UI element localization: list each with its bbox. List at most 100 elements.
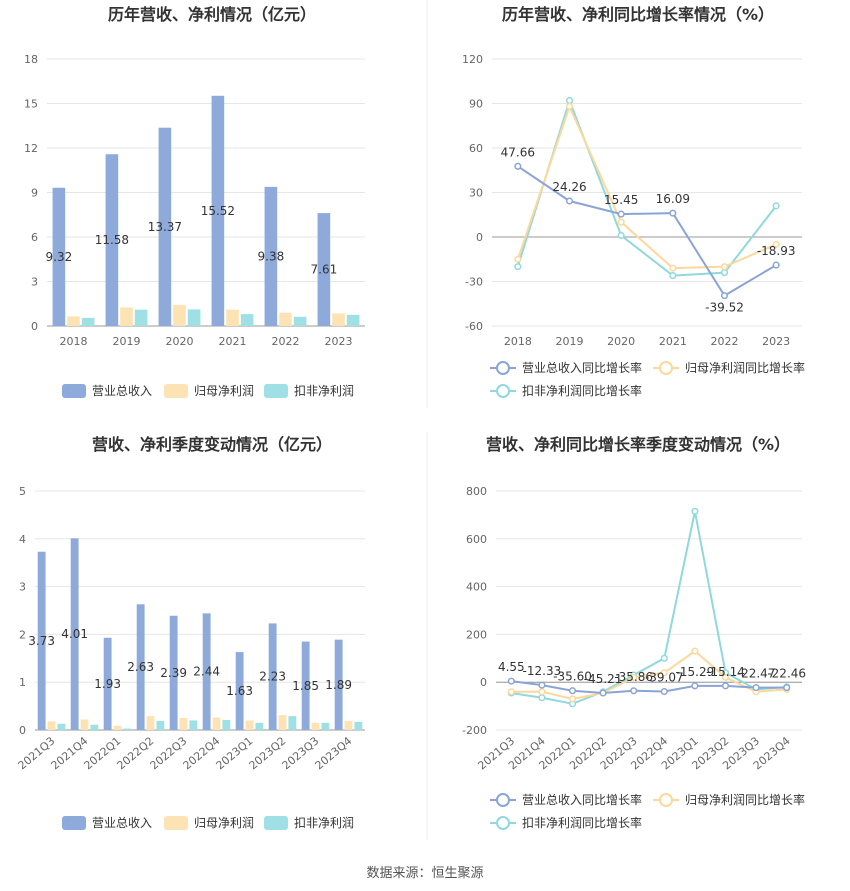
line-data-label: -12.33 [523,664,562,678]
y-tick-label: 2 [19,628,26,641]
legend-marker [496,793,510,807]
line-data-label: -35.60 [553,670,592,684]
line-data-label: -18.93 [757,244,796,258]
chart-annual-growth: 历年营收、净利同比增长率情况（%） -60 -30 0 30 60 90 120 2018 201… [462,5,805,398]
chart-title: 营收、净利同比增长率季度变动情况（%） [486,435,790,454]
y-tick-label: 6 [31,231,38,244]
bar-revenue [211,95,225,326]
bar-net-profit [245,720,254,730]
bar-revenue [52,187,66,326]
legend-marker [496,384,510,398]
line-data-label: -15.14 [706,665,745,679]
data-point [772,240,780,248]
bar-deducted-profit [90,724,99,730]
bar-data-label: 2.44 [193,665,220,679]
series-line-2 [516,97,777,277]
bar-deducted-profit [81,317,95,326]
legend-label: 营业总收入同比增长率 [522,792,642,807]
y-tick-label: 30 [469,187,483,200]
data-point [691,682,699,690]
y-tick-label: 400 [466,581,487,594]
bar-deducted-profit [123,728,132,730]
legend-label: 归母净利润同比增长率 [685,792,805,807]
y-tick-label: 120 [462,53,483,66]
series-line-1 [516,103,777,270]
line-data-label: -22.46 [767,667,806,681]
bar-data-label: 15.52 [201,204,235,218]
series-line-2 [511,511,787,705]
bar-deducted-profit [187,309,201,326]
bar-data-label: 1.89 [325,678,352,692]
y-tick-label: 9 [31,187,38,200]
legend-marker [496,816,510,830]
data-point [669,209,677,217]
bar-revenue [334,639,343,730]
chart-title: 历年营收、净利同比增长率情况（%） [502,5,774,24]
bar-revenue [301,641,310,730]
legend-label: 营业总收入同比增长率 [522,360,642,375]
data-source-note: 数据来源：恒生聚源 [366,866,484,881]
y-tick-label: 200 [466,628,487,641]
y-tick-label: 1 [19,676,26,689]
data-point [752,684,760,692]
bar-revenue [158,127,172,326]
y-tick-label: 0 [476,231,483,244]
bar-deducted-profit [222,719,231,730]
legend-label: 营业总收入 [92,384,152,398]
data-point [691,507,699,515]
bar-data-label: 9.32 [46,250,73,264]
bar-deducted-profit [293,316,307,326]
chart-annual-amount: 历年营收、净利情况（亿元） 0 3 6 9 12 15 18 2018 2019 2020 2021 2… [24,5,365,398]
bar-deducted-profit [346,314,360,326]
data-point [617,218,625,226]
legend-label: 扣非净利润同比增长率 [522,815,642,830]
chart-title: 营收、净利季度变动情况（亿元） [92,435,332,454]
bar-data-label: 9.38 [258,249,285,263]
data-point [514,162,522,170]
x-tick-label: 2020 [166,335,194,348]
x-tick-label: 2023 [325,335,353,348]
line-data-label: -39.52 [705,301,744,315]
data-point [617,210,625,218]
legend-marker [496,361,510,375]
data-point [514,263,522,271]
data-point [720,292,729,300]
data-point [772,261,780,269]
legend-label: 扣非净利润 [294,384,354,398]
data-point [538,694,546,702]
x-tick-label: 2019 [556,335,584,348]
y-tick-label: 4 [19,533,26,546]
data-point [660,687,668,696]
data-point [514,255,522,263]
bar-net-profit [173,304,186,326]
x-tick-label: 2018 [60,335,88,348]
data-point [617,231,625,240]
bar-net-profit [212,717,221,730]
y-tick-label: 3 [19,581,26,594]
data-point [568,687,577,695]
data-point [630,687,638,695]
x-tick-label: 2021 [659,335,687,348]
bar-data-label: 2.39 [160,666,187,680]
bar-data-label: 3.73 [28,634,55,648]
x-tick-label: 2019 [113,335,141,348]
bar-revenue [317,213,331,326]
bar-net-profit [80,719,89,730]
y-tick-label: -30 [465,276,483,289]
legend-swatch [164,816,188,830]
y-tick-label: 0 [19,724,26,737]
bar-revenue [105,154,119,326]
data-point [599,689,607,697]
data-point [538,688,546,696]
data-point [568,695,577,703]
bar-net-profit [278,715,287,730]
series-line-0 [517,165,777,297]
y-tick-label: 12 [24,142,38,155]
bar-data-label: 1.93 [94,677,121,691]
line-data-label: -45.21 [584,672,623,686]
bar-revenue [202,613,211,730]
bar-net-profit [120,307,133,326]
bar-data-label: 1.63 [226,684,253,698]
data-point [720,263,729,271]
